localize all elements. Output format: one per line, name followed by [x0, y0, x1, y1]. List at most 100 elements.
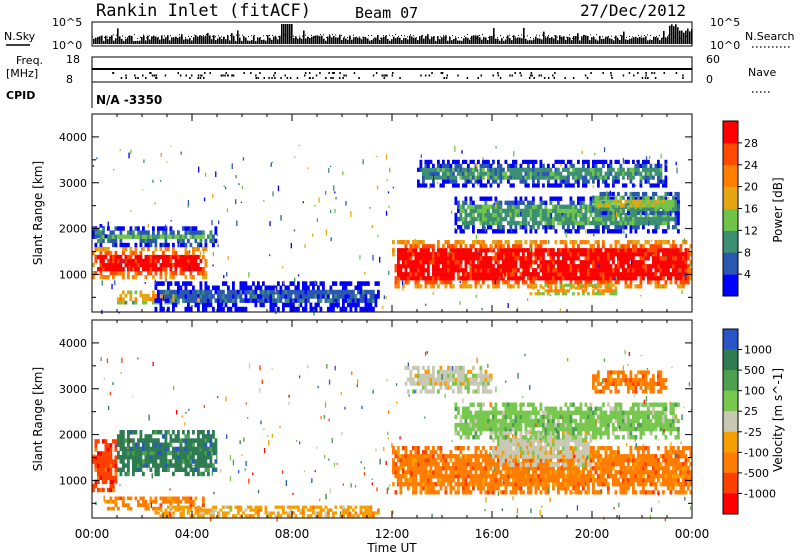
echo-cell [132, 275, 135, 280]
echo-cell [659, 195, 663, 200]
echo-cell [374, 298, 378, 303]
echo-cell [412, 244, 415, 249]
freq-nave-strip: Freq. [MHz] 18 8 60 0 Nave CPID N/A -335… [6, 53, 776, 108]
echo-cell [319, 298, 323, 303]
echo-cell [209, 459, 213, 464]
echo-cell [122, 499, 125, 504]
nave-dot [540, 74, 543, 77]
echo-cell [102, 234, 105, 239]
echo-cell [574, 240, 578, 245]
echo-cell [554, 208, 558, 214]
nave-dot [353, 72, 356, 74]
echo-cell [137, 226, 140, 231]
echo-cell [447, 264, 450, 269]
search-dot [536, 34, 537, 36]
sky-bar [653, 36, 655, 44]
echo-cell [139, 446, 143, 452]
echo-cell [492, 280, 495, 285]
speckle-mark [203, 248, 205, 255]
echo-cell [162, 254, 165, 260]
echo-cell [184, 285, 188, 291]
echo-cell [232, 281, 235, 286]
echo-cell [509, 200, 513, 205]
echo-cell [662, 272, 665, 277]
echo-cell [562, 256, 565, 261]
echo-cell [467, 220, 470, 226]
echo-cell [464, 175, 468, 180]
echo-cell [117, 254, 120, 260]
echo-cell [557, 183, 560, 188]
echo-cell [479, 229, 483, 234]
echo-cell [602, 220, 605, 226]
echo-cell [487, 272, 490, 277]
speckle-mark [313, 309, 315, 316]
echo-cell [164, 450, 168, 456]
echo-cell [202, 455, 205, 460]
search-dot [440, 36, 441, 38]
sky-bar [479, 37, 481, 44]
sky-bar [649, 39, 651, 44]
echo-cell [549, 216, 553, 222]
echo-cell [192, 459, 195, 464]
echo-cell [199, 281, 203, 286]
speckle-mark [359, 255, 361, 260]
echo-cell [544, 175, 548, 180]
sky-bar [531, 40, 533, 44]
echo-cell [177, 503, 180, 507]
echo-cell [592, 220, 595, 226]
echo-cell [494, 167, 498, 172]
sky-bar [133, 40, 135, 44]
echo-cell [652, 248, 655, 253]
echo-cell [637, 208, 640, 214]
nave-dot [289, 77, 292, 79]
echo-cell [639, 260, 643, 265]
echo-cell [562, 179, 565, 184]
echo-cell [584, 264, 588, 269]
echo-cell [612, 272, 615, 277]
echo-cell [659, 199, 663, 204]
sky-bar [143, 35, 145, 44]
echo-cell [484, 268, 488, 273]
speckle-mark [649, 155, 651, 159]
echo-cell [589, 208, 593, 214]
echo-cell [549, 252, 553, 257]
nave-dot [151, 74, 154, 77]
search-dot [380, 37, 381, 39]
echo-cell [587, 163, 590, 168]
echo-cell [374, 294, 378, 299]
echo-cell [272, 285, 275, 291]
echo-cell [269, 289, 273, 295]
echo-cell [562, 240, 565, 245]
echo-cell [507, 256, 510, 261]
echo-cell [252, 294, 255, 299]
echo-cell [419, 240, 423, 245]
echo-cell [677, 220, 680, 226]
echo-cell [649, 211, 653, 216]
sky-bar [165, 37, 167, 44]
nave-dot [125, 74, 127, 77]
echo-cell [342, 294, 345, 299]
echo-cell [634, 208, 638, 214]
search-dot [401, 34, 402, 36]
echo-cell [202, 294, 205, 299]
echo-cell [439, 260, 443, 265]
echo-cell [512, 284, 515, 289]
echo-cell [332, 281, 335, 286]
echo-cell [549, 196, 553, 201]
echo-cell [497, 175, 500, 180]
echo-cell [587, 280, 590, 285]
echo-cell [154, 246, 158, 252]
echo-cell [682, 264, 685, 269]
echo-cell [457, 208, 460, 214]
echo-cell [449, 244, 453, 249]
echo-cell [507, 252, 510, 257]
echo-cell [479, 260, 483, 265]
echo-cell [369, 306, 373, 312]
echo-cell [184, 499, 188, 504]
echo-cell [527, 272, 530, 277]
echo-cell [422, 179, 425, 184]
echo-cell [122, 446, 125, 452]
echo-cell [182, 258, 185, 264]
echo-cell [602, 272, 605, 277]
echo-cell [277, 306, 280, 312]
